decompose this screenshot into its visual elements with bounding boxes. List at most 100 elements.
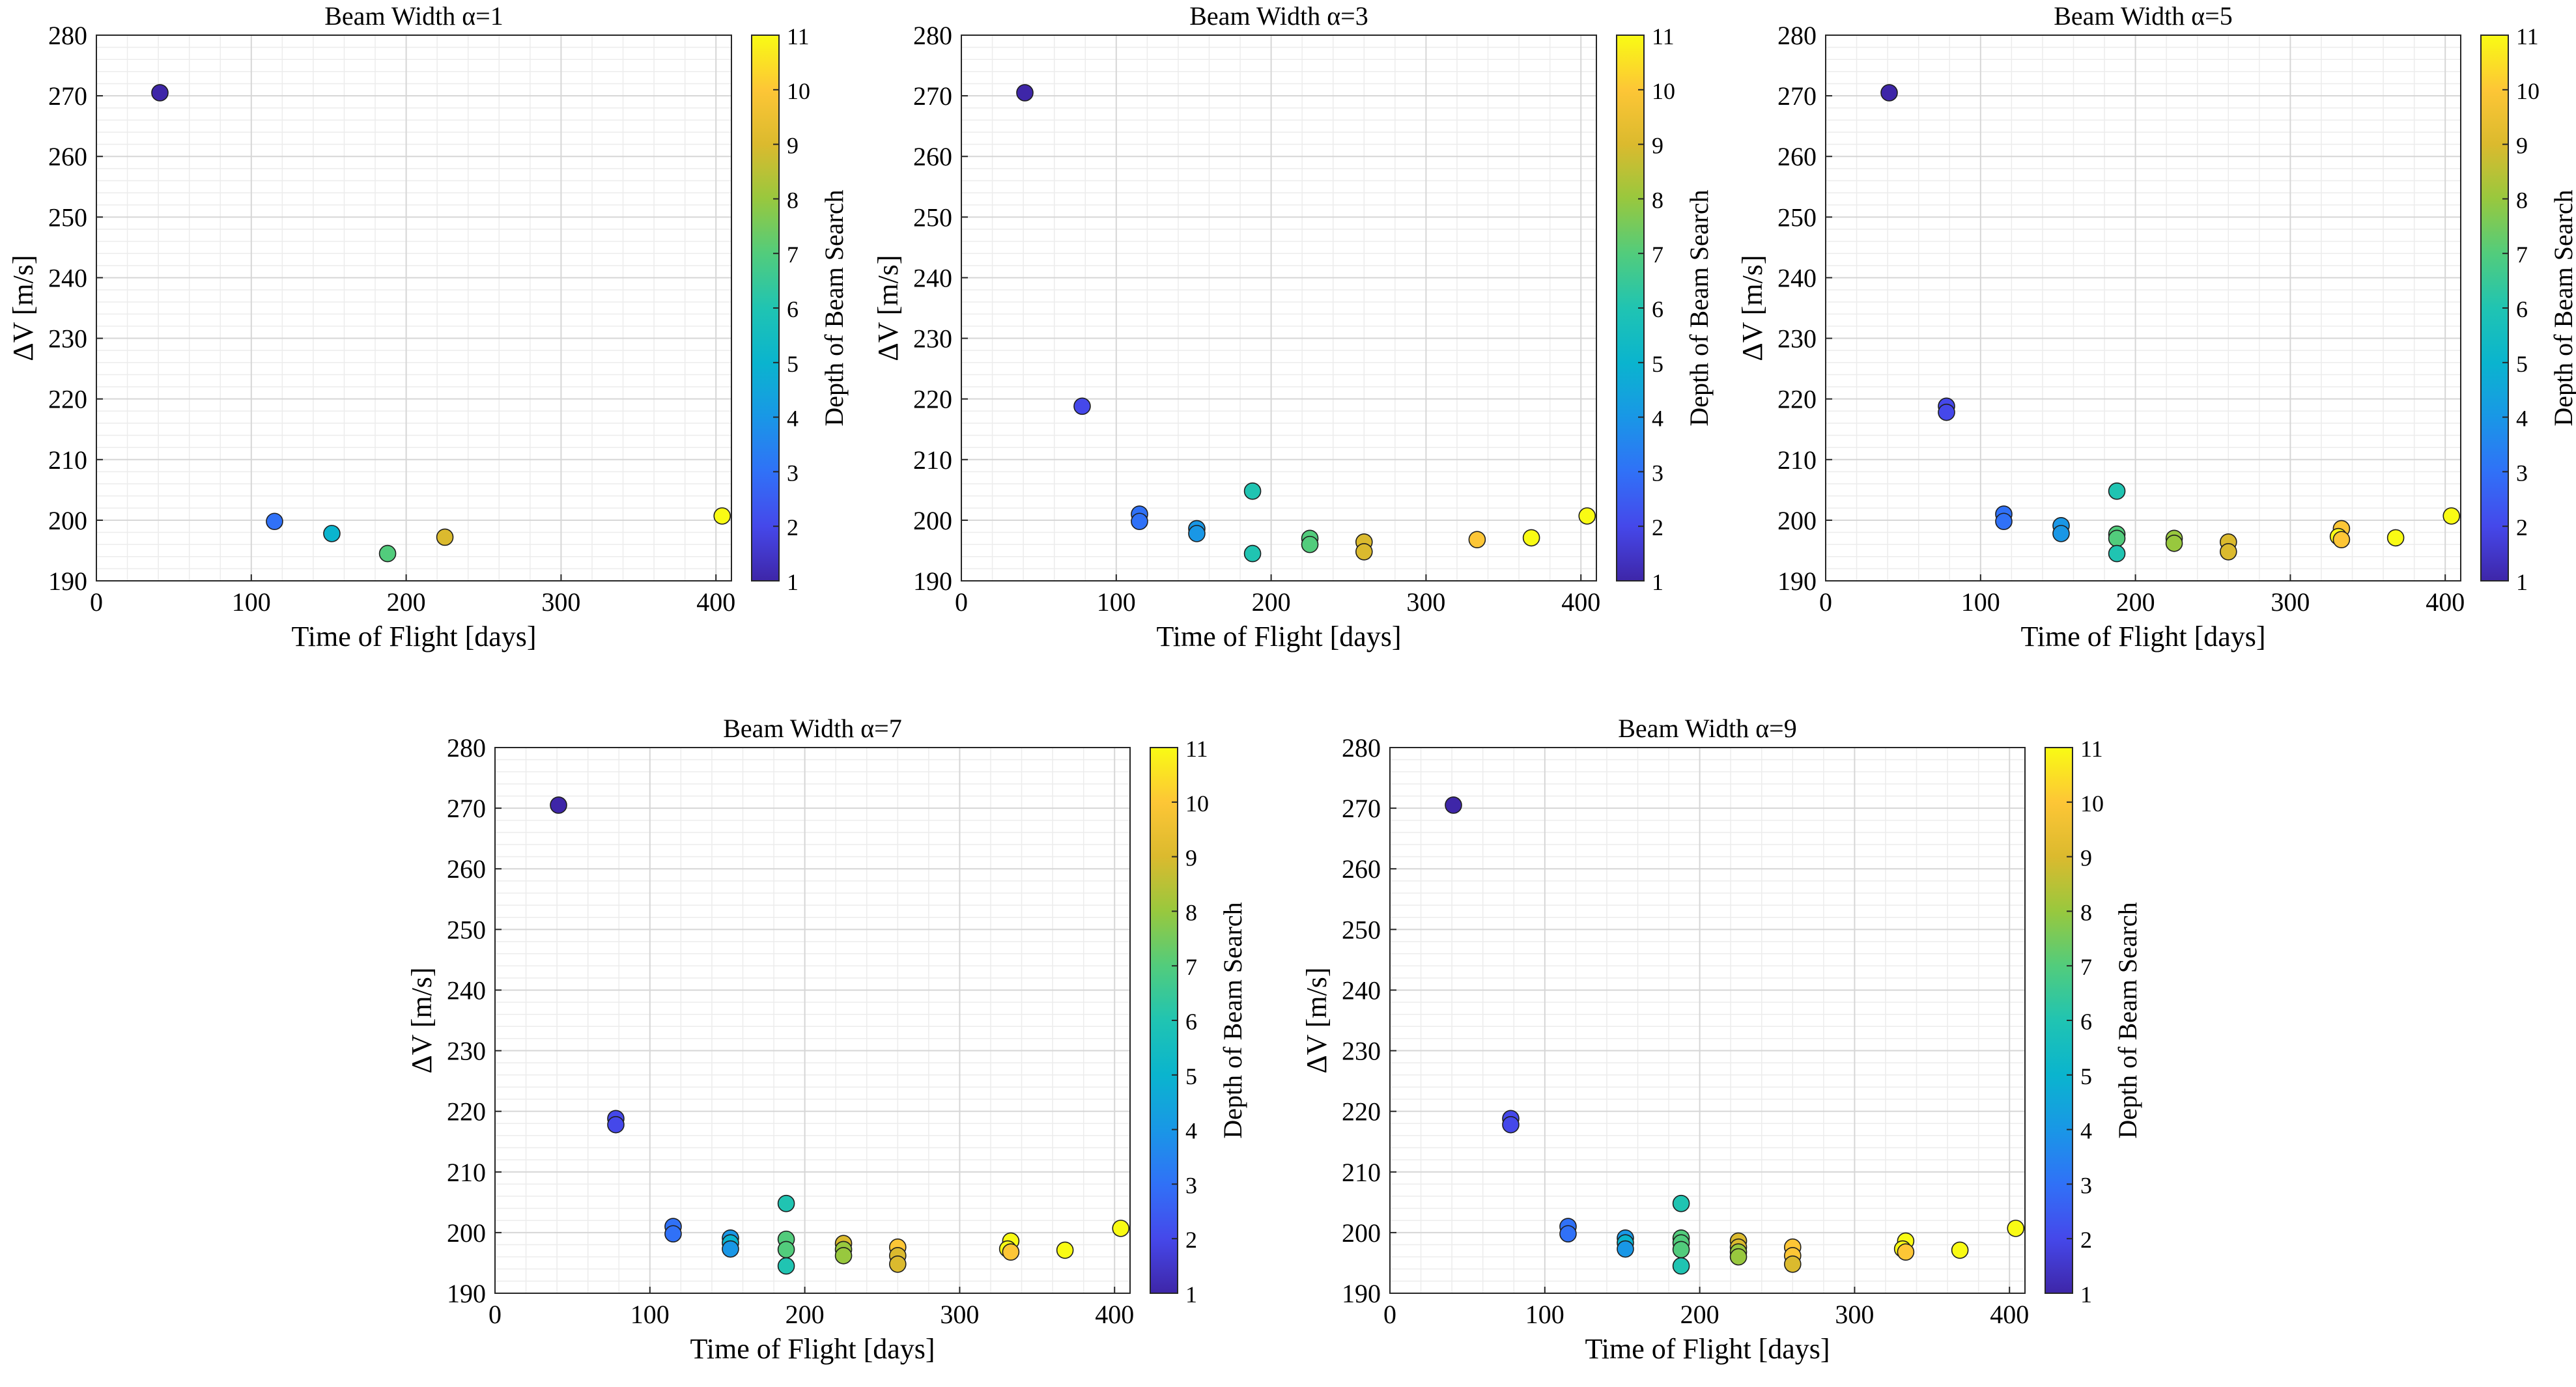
x-tick-label: 400 bbox=[1561, 587, 1600, 617]
x-tick-label: 200 bbox=[1680, 1300, 1720, 1329]
colorbar-tick-label: 4 bbox=[787, 406, 799, 432]
y-tick-label: 210 bbox=[1342, 1158, 1381, 1187]
x-axis-label: Time of Flight [days] bbox=[1585, 1333, 1830, 1365]
data-point bbox=[1131, 512, 1148, 531]
x-tick-label: 400 bbox=[696, 587, 735, 617]
colorbar-tick-label: 3 bbox=[2516, 460, 2528, 486]
colorbar-tick-label: 7 bbox=[2080, 954, 2092, 980]
y-tick-label: 250 bbox=[1342, 915, 1381, 944]
x-tick-label: 200 bbox=[786, 1300, 825, 1329]
y-tick-label: 200 bbox=[913, 506, 952, 535]
y-tick-label: 230 bbox=[1777, 324, 1817, 354]
y-tick-label: 220 bbox=[48, 385, 87, 414]
x-tick-label: 300 bbox=[1835, 1300, 1874, 1329]
data-point bbox=[1578, 507, 1596, 525]
chart-panel-5: 0 100 200 300 400190200210220230240250260270… bbox=[1301, 714, 2142, 1365]
x-tick-label: 200 bbox=[2116, 587, 2155, 617]
colorbar-tick-label: 6 bbox=[2516, 296, 2528, 322]
x-tick-label: 400 bbox=[2426, 587, 2465, 617]
data-point bbox=[722, 1240, 739, 1258]
data-point bbox=[2108, 544, 2126, 563]
colorbar-tick-label: 2 bbox=[2516, 514, 2528, 540]
colorbar-tick-label: 4 bbox=[2080, 1118, 2092, 1144]
data-point bbox=[1502, 1115, 1520, 1134]
plot-area bbox=[96, 35, 731, 581]
x-tick-label: 200 bbox=[1252, 587, 1291, 617]
colorbar-label: Depth of Beam Search bbox=[2113, 902, 2142, 1138]
data-point bbox=[550, 796, 567, 814]
colorbar-tick-label: 11 bbox=[2080, 736, 2103, 762]
colorbar-tick-label: 1 bbox=[787, 569, 799, 595]
data-point bbox=[2108, 529, 2126, 548]
x-tick-label: 100 bbox=[1525, 1300, 1564, 1329]
colorbar-tick-label: 7 bbox=[1652, 242, 1663, 268]
data-point bbox=[1016, 84, 1034, 102]
data-point bbox=[777, 1257, 795, 1275]
data-point bbox=[1522, 529, 1540, 547]
colorbar-tick-label: 7 bbox=[787, 242, 799, 268]
colorbar-tick-label: 9 bbox=[2516, 133, 2528, 159]
y-tick-label: 210 bbox=[447, 1158, 486, 1187]
data-point bbox=[1056, 1241, 1074, 1259]
colorbar-tick-label: 10 bbox=[2516, 78, 2540, 104]
chart-title: Beam Width α=7 bbox=[723, 714, 901, 743]
colorbar-tick-label: 6 bbox=[1185, 1009, 1197, 1035]
data-point bbox=[1301, 535, 1319, 553]
y-tick-label: 220 bbox=[1777, 385, 1817, 414]
data-point bbox=[1559, 1225, 1577, 1243]
y-tick-label: 210 bbox=[48, 445, 87, 475]
data-point bbox=[607, 1115, 625, 1134]
y-tick-label: 190 bbox=[48, 567, 87, 596]
x-tick-label: 100 bbox=[1961, 587, 2000, 617]
x-axis-label: Time of Flight [days] bbox=[690, 1333, 935, 1365]
colorbar-tick-label: 9 bbox=[2080, 845, 2092, 871]
y-tick-label: 260 bbox=[913, 142, 952, 171]
x-tick-label: 200 bbox=[387, 587, 426, 617]
y-tick-label: 200 bbox=[1777, 506, 1817, 535]
y-tick-label: 230 bbox=[1342, 1037, 1381, 1066]
x-tick-label: 100 bbox=[232, 587, 271, 617]
data-point bbox=[1188, 525, 1206, 542]
x-tick-label: 0 bbox=[488, 1300, 502, 1329]
y-tick-label: 270 bbox=[913, 81, 952, 111]
data-point bbox=[1073, 397, 1091, 415]
x-tick-label: 100 bbox=[630, 1300, 670, 1329]
colorbar-tick-label: 2 bbox=[1652, 514, 1663, 540]
chart-title: Beam Width α=5 bbox=[2054, 1, 2232, 31]
chart-title: Beam Width α=1 bbox=[324, 1, 503, 31]
data-point bbox=[1729, 1248, 1748, 1266]
x-tick-label: 300 bbox=[1406, 587, 1445, 617]
plot-area bbox=[1390, 748, 2025, 1293]
y-tick-label: 270 bbox=[1777, 81, 1817, 111]
colorbar-tick-label: 6 bbox=[2080, 1009, 2092, 1035]
x-tick-label: 300 bbox=[541, 587, 580, 617]
axes-box bbox=[96, 35, 732, 581]
colorbar-tick-label: 10 bbox=[1185, 791, 1209, 817]
y-tick-label: 280 bbox=[447, 733, 486, 763]
axes-box bbox=[1389, 747, 2026, 1294]
y-tick-label: 230 bbox=[913, 324, 952, 354]
y-tick-label: 250 bbox=[48, 203, 87, 232]
x-tick-label: 100 bbox=[1097, 587, 1136, 617]
colorbar-tick-label: 5 bbox=[2080, 1063, 2092, 1089]
data-point bbox=[436, 528, 454, 546]
colorbar-tick-label: 2 bbox=[1185, 1227, 1197, 1253]
colorbar-tick-label: 4 bbox=[2516, 406, 2528, 432]
data-point bbox=[2052, 525, 2070, 542]
y-tick-label: 250 bbox=[913, 203, 952, 232]
data-point bbox=[1002, 1243, 1020, 1261]
colorbar-tick-label: 3 bbox=[787, 460, 799, 486]
x-tick-label: 300 bbox=[2271, 587, 2310, 617]
y-tick-label: 210 bbox=[913, 445, 952, 475]
data-point bbox=[1468, 531, 1486, 548]
data-point bbox=[1783, 1255, 1802, 1273]
y-tick-label: 240 bbox=[913, 263, 952, 292]
y-tick-label: 250 bbox=[447, 915, 486, 944]
x-tick-label: 0 bbox=[1819, 587, 1832, 617]
colorbar-tick-label: 8 bbox=[1185, 899, 1197, 925]
chart-panel-3: 0 100 200 300 400190200210220230240250260270… bbox=[1736, 1, 2576, 652]
chart-title: Beam Width α=3 bbox=[1189, 1, 1368, 31]
colorbar-tick-label: 6 bbox=[1652, 296, 1663, 322]
data-point bbox=[2108, 482, 2126, 500]
y-axis-label: ΔV [m/s] bbox=[1736, 255, 1768, 361]
